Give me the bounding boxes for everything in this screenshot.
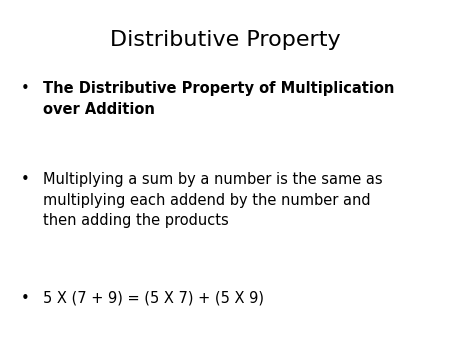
Text: Distributive Property: Distributive Property: [110, 30, 340, 50]
Text: •: •: [20, 291, 29, 306]
Text: •: •: [20, 81, 29, 96]
Text: •: •: [20, 172, 29, 187]
Text: The Distributive Property of Multiplication
over Addition: The Distributive Property of Multiplicat…: [43, 81, 394, 117]
Text: 5 X (7 + 9) = (5 X 7) + (5 X 9): 5 X (7 + 9) = (5 X 7) + (5 X 9): [43, 291, 264, 306]
Text: Multiplying a sum by a number is the same as
multiplying each addend by the numb: Multiplying a sum by a number is the sam…: [43, 172, 382, 228]
